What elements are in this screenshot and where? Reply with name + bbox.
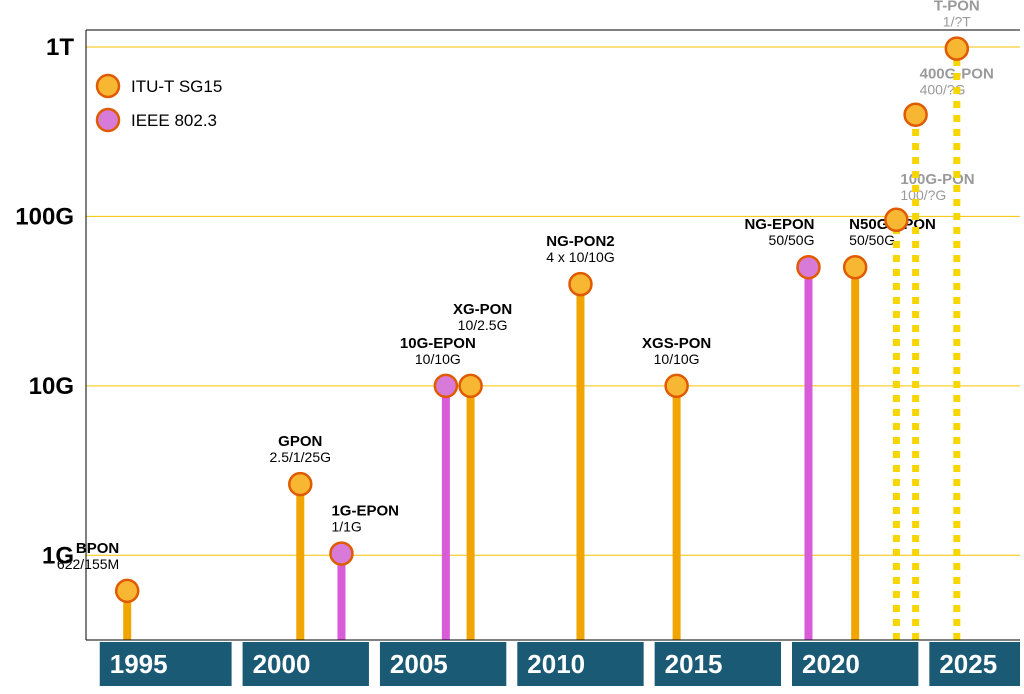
point-spec: 50/50G (849, 232, 895, 248)
lollipop-marker (905, 104, 927, 126)
legend-label: ITU-T SG15 (131, 77, 222, 96)
pon-timeline-chart: 1G10G100G1TBPON622/155MGPON2.5/1/25G1G-E… (0, 0, 1024, 689)
lollipop-marker (885, 209, 907, 231)
x-label-text: 2015 (665, 649, 723, 679)
point-spec: 50/50G (769, 232, 815, 248)
x-label-text: 2005 (390, 649, 448, 679)
point-spec: 100/?G (900, 187, 946, 203)
point-spec: 2.5/1/25G (270, 449, 332, 465)
x-label-text: 2025 (939, 649, 997, 679)
lollipop-marker (797, 256, 819, 278)
x-label-text: 1995 (110, 649, 168, 679)
chart-bg (0, 0, 1024, 689)
point-name: 1G-EPON (331, 503, 399, 520)
lollipop-marker (330, 543, 352, 565)
y-tick-label: 1T (46, 34, 74, 61)
lollipop-marker (116, 580, 138, 602)
point-spec: 1/?T (943, 14, 971, 30)
point-name: NG-EPON (744, 216, 814, 233)
x-label-text: 2010 (527, 649, 585, 679)
point-name: NG-PON2 (546, 233, 614, 250)
x-label-text: 2000 (253, 649, 311, 679)
point-name: XG-PON (453, 301, 512, 318)
lollipop-marker (460, 375, 482, 397)
legend-label: IEEE 802.3 (131, 111, 217, 130)
point-name: BPON (76, 540, 119, 557)
chart-svg: 1G10G100G1TBPON622/155MGPON2.5/1/25G1G-E… (0, 0, 1024, 689)
lollipop-marker (946, 38, 968, 60)
lollipop-marker (289, 473, 311, 495)
point-name: 10G-EPON (400, 335, 476, 352)
point-spec: 4 x 10/10G (546, 249, 615, 265)
point-name: XGS-PON (642, 335, 711, 352)
point-spec: 10/10G (654, 351, 700, 367)
lollipop-marker (435, 375, 457, 397)
point-name: 100G-PON (900, 171, 974, 188)
legend-marker (97, 109, 119, 131)
y-tick-label: 100G (15, 203, 74, 230)
lollipop-marker (844, 256, 866, 278)
point-spec: 10/10G (415, 351, 461, 367)
point-spec: 622/155M (57, 556, 119, 572)
point-name: T-PON (934, 0, 980, 15)
legend-marker (97, 75, 119, 97)
lollipop-marker (666, 375, 688, 397)
y-tick-label: 10G (29, 373, 74, 400)
point-name: GPON (278, 433, 322, 450)
point-spec: 10/2.5G (458, 317, 508, 333)
x-label-text: 2020 (802, 649, 860, 679)
point-spec: 1/1G (331, 519, 361, 535)
lollipop-marker (569, 273, 591, 295)
